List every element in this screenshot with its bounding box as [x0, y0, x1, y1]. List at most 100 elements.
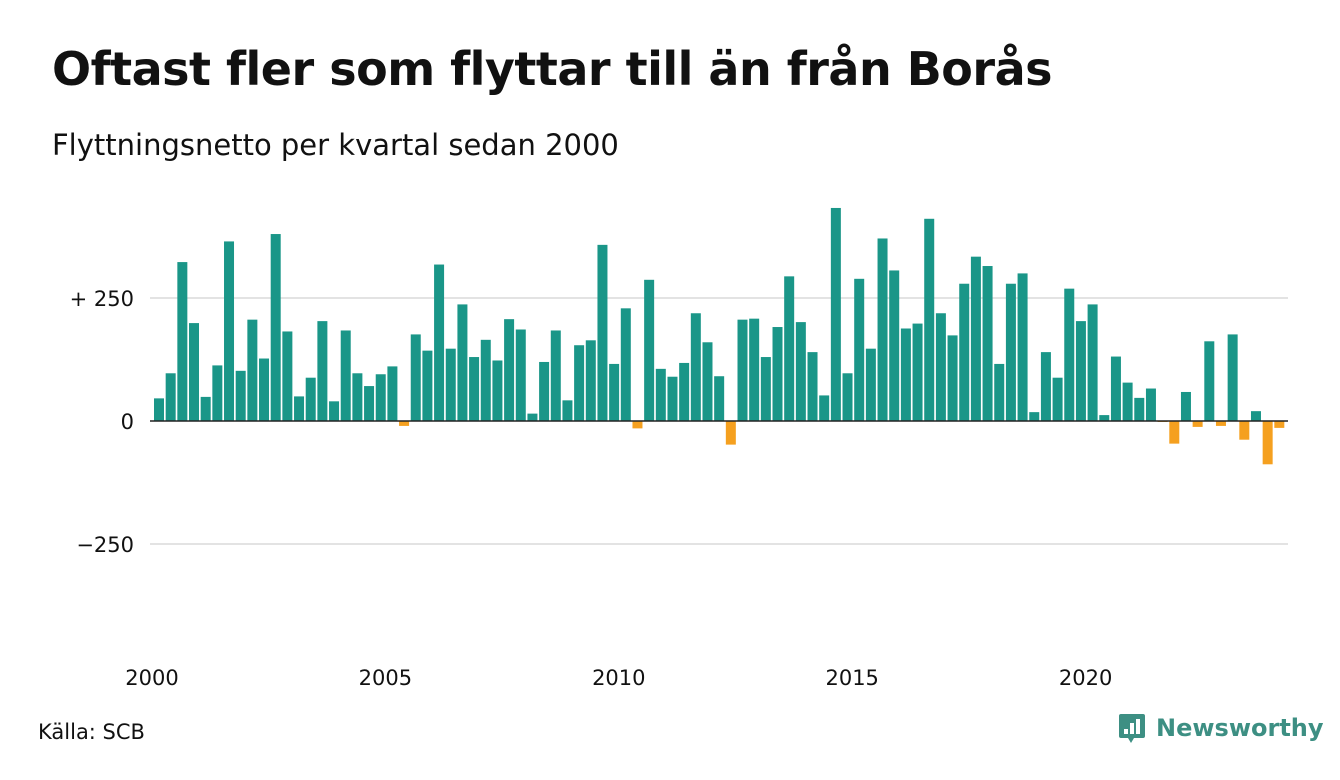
bar: [550, 330, 561, 421]
y-tick-label: 0: [121, 410, 134, 434]
bar: [247, 319, 258, 421]
x-tick-label: 2015: [825, 666, 878, 690]
x-tick-label: 2005: [359, 666, 412, 690]
bar: [690, 313, 701, 421]
y-tick-label: + 250: [70, 287, 134, 311]
bar: [760, 357, 771, 421]
bar: [644, 279, 655, 421]
x-tick-label: 2000: [125, 666, 178, 690]
bar: [609, 363, 620, 421]
bar: [387, 366, 398, 421]
bar: [959, 283, 970, 421]
bar: [282, 331, 293, 421]
bar: [375, 374, 386, 421]
bar: [562, 400, 573, 421]
bar: [1169, 421, 1180, 444]
bar: [177, 262, 188, 421]
bar: [1064, 288, 1075, 421]
bar: [865, 348, 876, 421]
bar: [422, 350, 433, 421]
bar: [1134, 397, 1145, 421]
bar: [539, 361, 550, 421]
bar: [982, 266, 993, 421]
x-axis-tick-labels: 2000 2005 2010 2015 2020: [125, 666, 1112, 690]
brand-logo: Newsworthy: [1118, 712, 1324, 744]
bar: [900, 328, 911, 421]
bar: [854, 278, 865, 421]
bar: [632, 421, 643, 429]
y-axis-tick-labels: + 250 0 −250: [70, 287, 134, 557]
bar: [737, 319, 748, 421]
bar: [1204, 341, 1215, 421]
bar: [200, 396, 211, 421]
bar: [504, 319, 515, 421]
bar: [784, 276, 795, 421]
bar: [842, 373, 853, 421]
gridlines: [150, 297, 1288, 545]
bar: [1017, 273, 1028, 421]
bar: [340, 330, 351, 421]
bar: [165, 373, 176, 421]
chart-subtitle: Flyttningsnetto per kvartal sedan 2000: [52, 128, 619, 162]
bar: [457, 304, 468, 421]
bar: [480, 339, 491, 421]
bar: [1250, 411, 1261, 421]
bar: [830, 207, 841, 421]
bar: [1099, 415, 1110, 421]
bar-chart: + 250 0 −250 2000 2005 2010 2015 2020: [70, 207, 1288, 690]
bar: [597, 244, 608, 421]
bar: [235, 370, 246, 421]
bar: [445, 348, 456, 421]
bar: [585, 340, 596, 421]
bar: [294, 396, 305, 421]
bar: [620, 308, 631, 421]
bar: [1052, 377, 1063, 421]
bar: [1180, 391, 1191, 421]
bar: [970, 256, 981, 421]
brand-name: Newsworthy: [1156, 714, 1324, 742]
bar: [702, 342, 713, 421]
bar: [912, 323, 923, 421]
bar: [807, 352, 818, 421]
bar: [994, 363, 1005, 421]
bar: [527, 413, 538, 421]
bar: [317, 321, 328, 421]
bar: [1005, 283, 1016, 421]
bar: [329, 401, 340, 421]
bar: [772, 327, 783, 421]
bar: [1192, 421, 1203, 427]
bar: [1122, 382, 1133, 421]
bar: [469, 357, 480, 421]
bar: [399, 421, 410, 426]
bar: [1227, 334, 1238, 421]
bars: [154, 207, 1285, 465]
bar: [270, 234, 281, 421]
bar: [655, 368, 666, 421]
bar: [1274, 421, 1285, 428]
bar: [1075, 321, 1086, 421]
chart-title: Oftast fler som flyttar till än från Bor…: [52, 42, 1053, 96]
x-tick-label: 2010: [592, 666, 645, 690]
bar: [410, 334, 421, 421]
bar: [679, 362, 690, 421]
bar: [795, 322, 806, 421]
bar: [305, 377, 316, 421]
bar: [935, 313, 946, 421]
bar: [574, 345, 585, 421]
bar: [189, 323, 200, 421]
bar: [515, 329, 526, 421]
bar: [749, 318, 760, 421]
bar: [667, 376, 678, 421]
bar: [154, 398, 164, 421]
bar: [1145, 388, 1156, 421]
x-tick-label: 2020: [1059, 666, 1112, 690]
bar: [224, 241, 235, 421]
bar: [1087, 304, 1098, 421]
bar: [1110, 356, 1121, 421]
source-note: Källa: SCB: [38, 720, 145, 744]
bar: [1262, 421, 1273, 465]
newsworthy-logo-icon: [1119, 714, 1145, 743]
bar: [364, 386, 375, 421]
bar: [1029, 412, 1040, 421]
bar: [434, 264, 445, 421]
